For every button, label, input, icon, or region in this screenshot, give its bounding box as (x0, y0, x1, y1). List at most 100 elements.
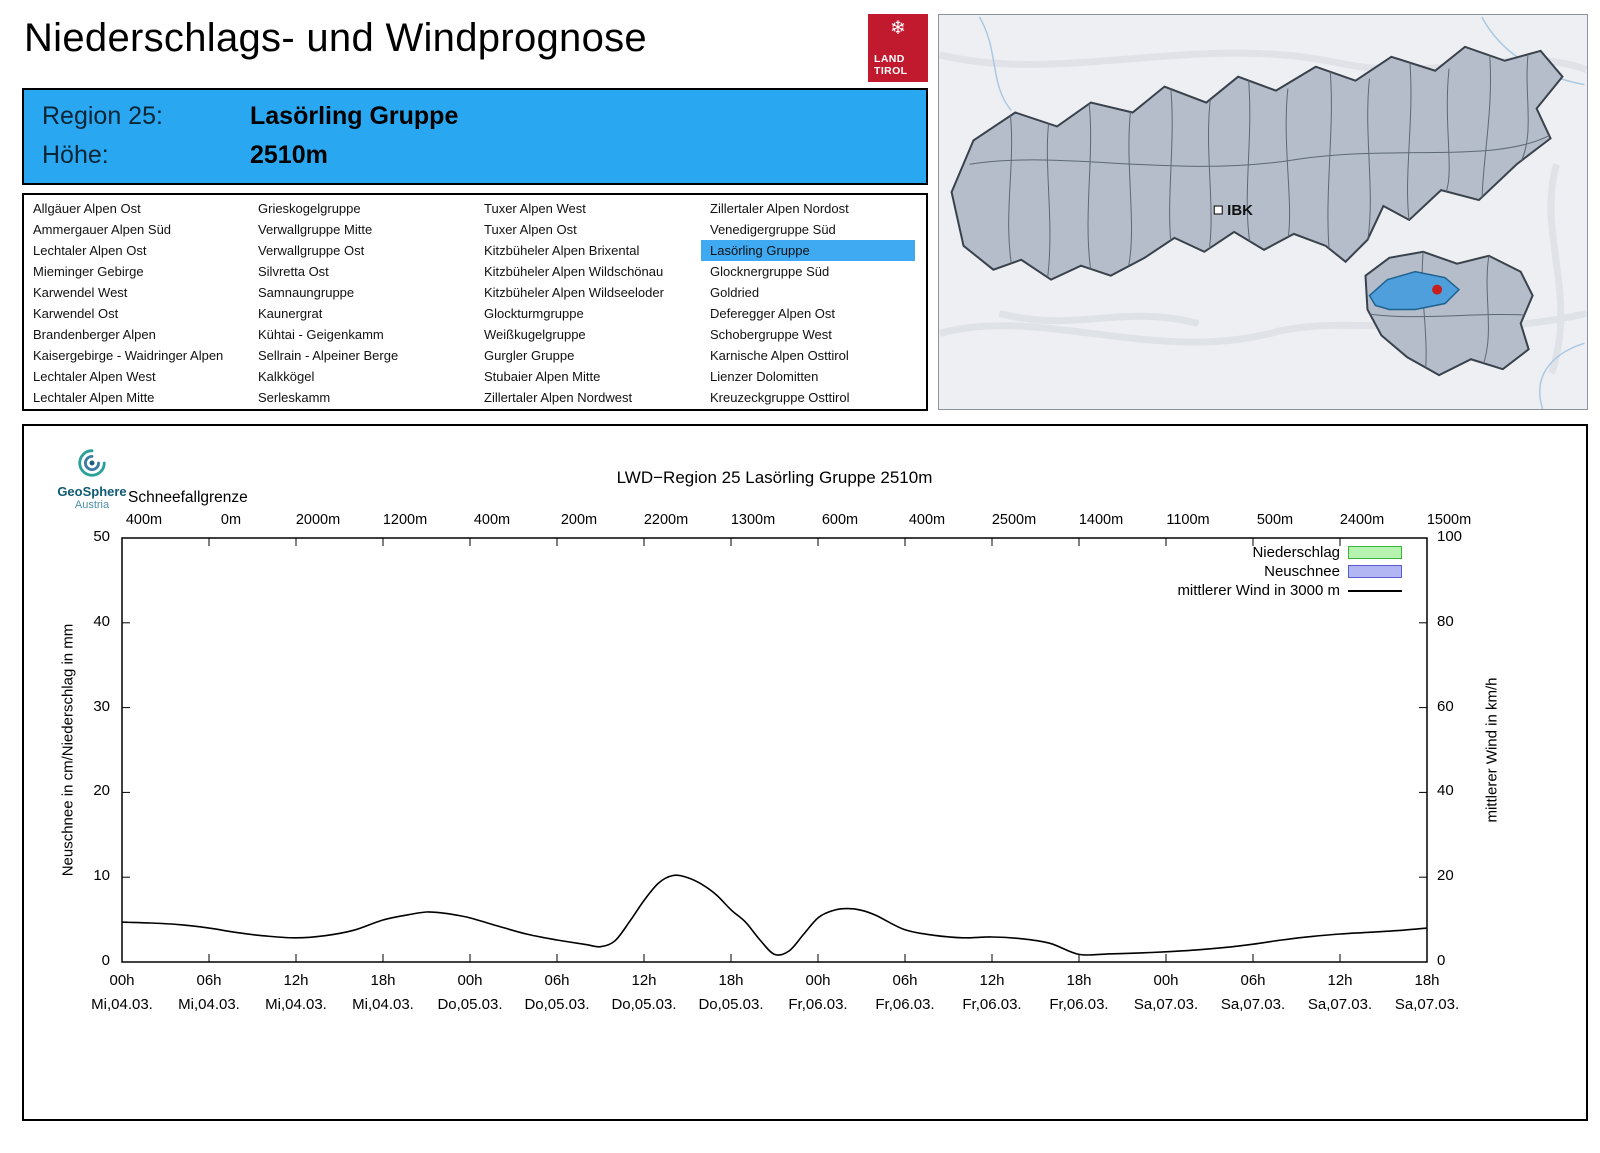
forecast-chart-panel: GeoSphere Austria LWD−Region 25 Lasörlin… (22, 424, 1588, 1121)
region-item[interactable]: Mieminger Gebirge (33, 264, 144, 279)
region-item[interactable]: Kalkkögel (258, 369, 315, 384)
region-item[interactable]: Lechtaler Alpen Mitte (33, 390, 155, 405)
north-tirol-outline[interactable] (950, 45, 1564, 281)
y-axis-left-tick-label: 10 (93, 867, 110, 885)
y-axis-right-title: mittlerer Wind in km/h (1483, 677, 1501, 823)
legend-row-wind: mittlerer Wind in 3000 m (1066, 581, 1402, 600)
x-axis-time-label: 18h (1414, 972, 1440, 989)
snowline-value: 2400m (1339, 512, 1385, 528)
region-label: Region 25: (42, 102, 163, 130)
region-item[interactable]: Lienzer Dolomitten (710, 369, 819, 384)
region-column: Grieskogelgruppe Verwallgruppe Mitte Verwa… (249, 198, 475, 409)
region-item[interactable]: Kaunergrat (258, 306, 323, 321)
region-item[interactable]: Glockturmgruppe (484, 306, 584, 321)
altitude-label: Höhe: (42, 141, 109, 169)
station-marker (1432, 284, 1443, 295)
snowline-value: 1400m (1078, 512, 1124, 528)
ibk-marker (1213, 205, 1223, 215)
geosphere-logo: GeoSphere Austria (50, 446, 134, 511)
region-item[interactable]: Kühtai - Geigenkamm (258, 327, 384, 342)
region-item-selected[interactable]: Lasörling Gruppe (701, 240, 915, 261)
x-axis-time-label: 12h (1327, 972, 1353, 989)
region-item[interactable]: Serleskamm (258, 390, 331, 405)
geosphere-name: GeoSphere (57, 483, 127, 499)
snowline-value: 1100m (1166, 512, 1210, 528)
region-item[interactable]: Kreuzeckgruppe Osttirol (710, 390, 850, 405)
page-title: Niederschlags- und Windprognose (24, 16, 647, 60)
x-axis-time-label: 06h (1240, 972, 1266, 989)
y-axis-left-tick-label: 0 (101, 952, 110, 969)
region-item[interactable]: Gurgler Gruppe (484, 348, 575, 363)
region-item[interactable]: Weißkugelgruppe (484, 327, 586, 342)
region-item[interactable]: Schobergruppe West (710, 327, 832, 342)
region-item[interactable]: Kitzbüheler Alpen Wildseeloder (484, 285, 664, 300)
region-item[interactable]: Verwallgruppe Ost (258, 243, 365, 258)
region-row: Region 25: Lasörling Gruppe (42, 102, 458, 131)
x-axis-date-label: Sa,07.03. (1133, 996, 1199, 1013)
region-item[interactable]: Kitzbüheler Alpen Wildschönau (484, 264, 664, 279)
x-axis-date-label: Mi,04.03. (91, 996, 153, 1013)
region-item[interactable]: Grieskogelgruppe (258, 201, 361, 216)
region-item[interactable]: Karwendel Ost (33, 306, 119, 321)
altitude-row: Höhe: 2510m (42, 141, 328, 170)
north-tirol-regions[interactable] (950, 45, 1564, 282)
x-axis-time-label: 00h (109, 972, 135, 989)
y-axis-left-tick-label: 20 (93, 782, 110, 800)
snowline-value: 1300m (730, 512, 776, 528)
x-axis-date-label: Sa,07.03. (1220, 996, 1286, 1013)
x-axis-time-label: 12h (631, 972, 657, 989)
x-axis-date-label: Fr,06.03. (788, 996, 848, 1013)
wind-line-swatch (1348, 589, 1402, 592)
region-item[interactable]: Verwallgruppe Mitte (258, 222, 373, 237)
region-item[interactable]: Deferegger Alpen Ost (710, 306, 836, 321)
y-axis-left-title: Neuschnee in cm/Niederschlag in mm (59, 623, 77, 877)
region-item[interactable]: Kitzbüheler Alpen Brixental (484, 243, 640, 258)
snowline-value: 600m (821, 512, 859, 528)
region-item[interactable]: Venedigergruppe Süd (710, 222, 836, 237)
region-item[interactable]: Sellrain - Alpeiner Berge (258, 348, 399, 363)
region-item[interactable]: Glocknergruppe Süd (710, 264, 830, 279)
tirol-map-svg[interactable]: IBK (939, 15, 1587, 409)
snowline-value: 2200m (643, 512, 689, 528)
region-item[interactable]: Stubaier Alpen Mitte (484, 369, 601, 384)
region-item[interactable]: Tuxer Alpen Ost (484, 222, 577, 237)
logo-line-1: LAND (874, 52, 905, 65)
y-axis-right-tick-label: 60 (1437, 697, 1454, 715)
region-item[interactable]: Allgäuer Alpen Ost (33, 201, 141, 216)
region-item[interactable]: Zillertaler Alpen Nordost (710, 201, 849, 216)
region-item[interactable]: Karwendel West (33, 285, 128, 300)
selected-region-shape[interactable] (1368, 270, 1461, 311)
region-item[interactable]: Lechtaler Alpen West (33, 369, 156, 384)
region-item[interactable]: Goldried (710, 285, 760, 300)
logo-line-2: TIROL (874, 64, 908, 77)
east-tirol-regions[interactable] (1364, 250, 1534, 377)
region-item[interactable]: Brandenberger Alpen (33, 327, 156, 342)
x-axis-time-label: 18h (1066, 972, 1092, 989)
legend-label-neuschnee: Neuschnee (1264, 563, 1340, 580)
region-item[interactable]: Zillertaler Alpen Nordwest (484, 390, 633, 405)
x-axis-date-label: Do,05.03. (437, 996, 503, 1013)
region-value: Lasörling Gruppe (250, 102, 459, 130)
tirol-overview-map[interactable]: IBK (938, 14, 1588, 410)
land-tirol-logo: ❄ LAND TIROL (868, 14, 928, 82)
legend-row-niederschlag: Niederschlag (1066, 543, 1402, 562)
snowline-value: 400m (125, 512, 163, 528)
region-item[interactable]: Karnische Alpen Osttirol (710, 348, 849, 363)
region-borders (969, 46, 1552, 280)
snowline-label: Schneefallgrenze (128, 489, 248, 506)
snowline-value: 500m (1256, 512, 1294, 528)
region-item[interactable]: Lechtaler Alpen Ost (33, 243, 147, 258)
x-axis-date-label: Mi,04.03. (352, 996, 414, 1013)
east-region-borders (1365, 251, 1533, 376)
x-axis-time-label: 12h (979, 972, 1005, 989)
x-axis-date-label: Do,05.03. (611, 996, 677, 1013)
plot-frame (121, 537, 1428, 963)
y-axis-left-tick-label: 40 (93, 612, 110, 630)
region-item[interactable]: Ammergauer Alpen Süd (33, 222, 172, 237)
region-item[interactable]: Kaisergebirge - Waidringer Alpen (33, 348, 224, 363)
legend-label-niederschlag: Niederschlag (1252, 544, 1340, 561)
region-item[interactable]: Samnaungruppe (258, 285, 355, 300)
region-item[interactable]: Silvretta Ost (258, 264, 329, 279)
region-item[interactable]: Tuxer Alpen West (484, 201, 586, 216)
